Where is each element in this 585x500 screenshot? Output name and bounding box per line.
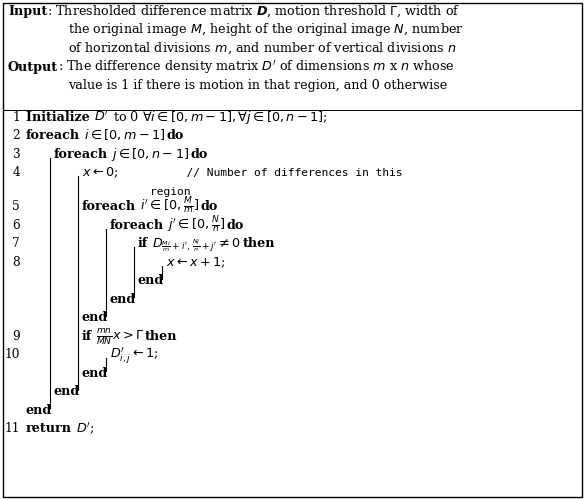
Text: end: end — [54, 386, 80, 398]
Text: 3: 3 — [12, 148, 20, 160]
Text: the original image $M$, height of the original image $N$, number: the original image $M$, height of the or… — [68, 22, 464, 38]
Text: $x \leftarrow x + 1$;: $x \leftarrow x + 1$; — [166, 255, 226, 270]
Text: $D_{\frac{Mi}{m}+i^{\prime},\, \frac{Nj}{n}+j^{\prime}} \neq 0$: $D_{\frac{Mi}{m}+i^{\prime},\, \frac{Nj}… — [148, 236, 242, 254]
Text: : The difference density matrix $\boldsymbol{D^{\prime}}$ of dimensions $m$ x $n: : The difference density matrix $\boldsy… — [58, 58, 455, 76]
Text: $j^{\prime} \in [0, \frac{N}{n}]$: $j^{\prime} \in [0, \frac{N}{n}]$ — [164, 214, 226, 235]
Text: 1: 1 — [12, 110, 20, 124]
Text: $\boldsymbol{D^{\prime}}$: $\boldsymbol{D^{\prime}}$ — [94, 109, 109, 124]
Text: $x \leftarrow 0$;: $x \leftarrow 0$; — [82, 166, 119, 180]
Text: foreach: foreach — [110, 219, 164, 232]
Text: 8: 8 — [12, 256, 20, 269]
Text: $i^{\prime} \in [0, \frac{M}{m}]$: $i^{\prime} \in [0, \frac{M}{m}]$ — [136, 196, 201, 216]
Text: foreach: foreach — [54, 148, 108, 160]
Text: 4: 4 — [12, 166, 20, 179]
Text: end: end — [26, 404, 52, 417]
Text: do: do — [167, 129, 184, 142]
Text: value is 1 if there is motion in that region, and 0 otherwise: value is 1 if there is motion in that re… — [68, 79, 448, 92]
Text: Initialize: Initialize — [26, 110, 94, 124]
Text: if: if — [82, 330, 92, 343]
Text: region: region — [150, 186, 191, 196]
Text: return: return — [26, 422, 72, 436]
Text: 9: 9 — [12, 330, 20, 343]
Text: end: end — [110, 293, 136, 306]
Text: $D^{\prime}_{i,j} \leftarrow 1$;: $D^{\prime}_{i,j} \leftarrow 1$; — [110, 346, 159, 366]
Text: 5: 5 — [12, 200, 20, 213]
Text: then: then — [144, 330, 177, 343]
Text: do: do — [201, 200, 218, 213]
Text: Output: Output — [8, 60, 58, 74]
Text: end: end — [138, 274, 164, 287]
Text: // Number of differences in this: // Number of differences in this — [119, 168, 402, 178]
Text: foreach: foreach — [82, 200, 136, 213]
Text: do: do — [226, 219, 244, 232]
Text: of horizontal divisions $m$, and number of vertical divisions $n$: of horizontal divisions $m$, and number … — [68, 41, 457, 56]
Text: end: end — [82, 367, 108, 380]
Text: Input: Input — [8, 5, 47, 18]
Text: 10: 10 — [5, 348, 20, 362]
Text: foreach: foreach — [26, 129, 80, 142]
Text: end: end — [82, 312, 108, 324]
Text: if: if — [138, 238, 148, 250]
Text: to 0 $\forall i \in [0, m-1], \forall j \in [0, n-1]$;: to 0 $\forall i \in [0, m-1], \forall j … — [109, 108, 328, 126]
Text: $D^{\prime}$;: $D^{\prime}$; — [72, 420, 95, 436]
Text: 2: 2 — [12, 129, 20, 142]
Text: $j \in [0, n-1]$: $j \in [0, n-1]$ — [108, 146, 190, 162]
Text: 7: 7 — [12, 238, 20, 250]
Text: : Thresholded difference matrix $\boldsymbol{D}$, motion threshold $\Gamma$, wid: : Thresholded difference matrix $\boldsy… — [47, 4, 460, 19]
Text: 6: 6 — [12, 219, 20, 232]
Text: do: do — [190, 148, 208, 160]
Text: 11: 11 — [5, 422, 20, 436]
Text: then: then — [242, 238, 275, 250]
Text: $\frac{mn}{MN} x > \Gamma$: $\frac{mn}{MN} x > \Gamma$ — [92, 327, 144, 346]
Text: $i \in [0, m-1]$: $i \in [0, m-1]$ — [80, 127, 167, 142]
